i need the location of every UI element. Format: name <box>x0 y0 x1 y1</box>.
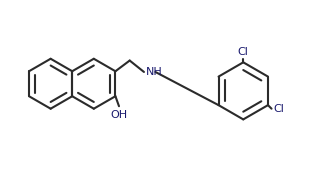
Text: Cl: Cl <box>273 104 284 114</box>
Text: OH: OH <box>111 110 127 120</box>
Text: Cl: Cl <box>238 47 249 57</box>
Text: NH: NH <box>145 67 162 77</box>
